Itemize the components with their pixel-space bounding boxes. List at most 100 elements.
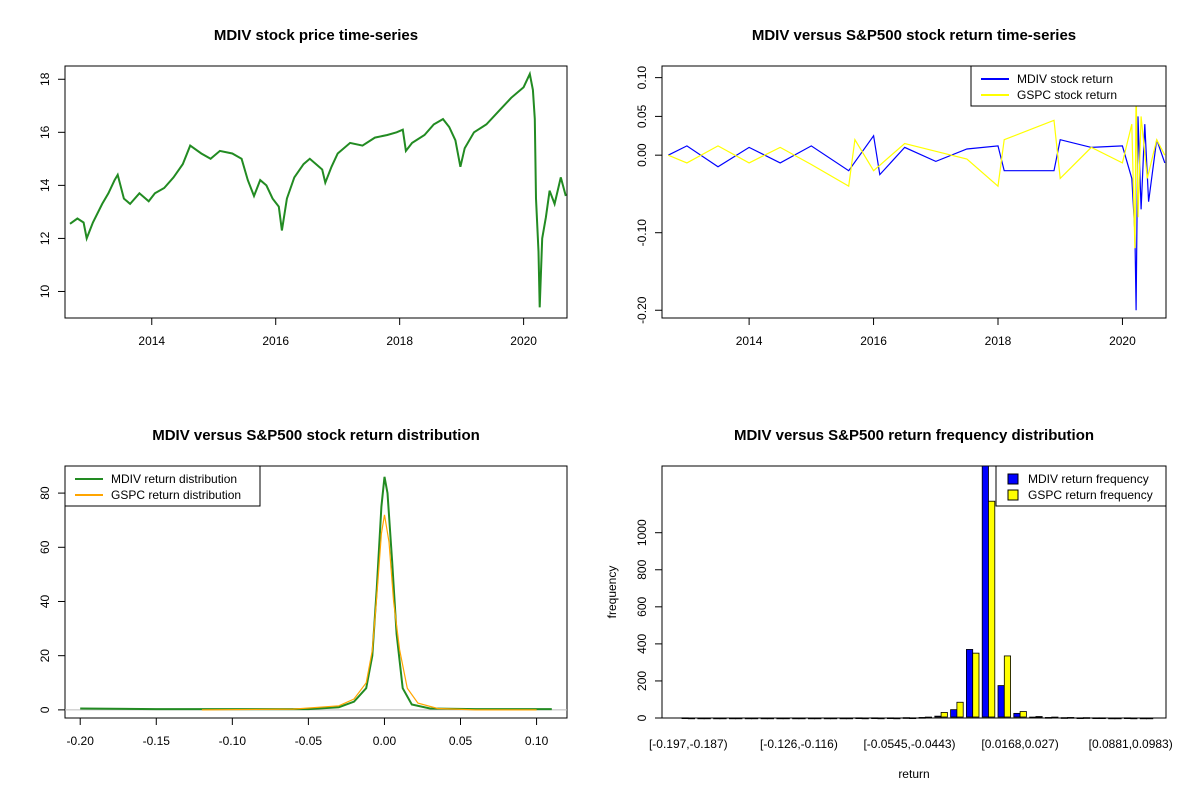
y-tick-label-freq: 0 <box>635 714 649 721</box>
bar-0-2 <box>713 717 721 720</box>
legend-label-returns: GSPC stock return <box>1017 88 1117 102</box>
x-tick-label-density: 0.10 <box>525 734 549 748</box>
series-line-density-1 <box>201 514 537 711</box>
bar-0-23 <box>1045 717 1053 719</box>
bar-1-8 <box>814 717 822 720</box>
y-tick-label-returns: -0.20 <box>635 296 649 324</box>
bar-1-11 <box>861 717 869 720</box>
bar-0-5 <box>760 717 768 720</box>
bar-0-3 <box>729 717 737 720</box>
bar-1-7 <box>798 717 806 720</box>
y-tick-label-density: 80 <box>38 486 52 500</box>
y-tick-label-density: 0 <box>38 706 52 713</box>
legend-box-density <box>64 465 261 507</box>
x-tick-label-price: 2018 <box>386 334 413 348</box>
bar-1-5 <box>766 717 774 720</box>
series-line-density-0 <box>80 476 552 711</box>
legend-box-freq <box>995 465 1167 507</box>
series-line-returns-1 <box>667 85 1166 249</box>
x-tick-label-freq: [0.0881,0.0983) <box>1089 737 1173 751</box>
x-tick-label-density: -0.05 <box>295 734 323 748</box>
bar-1-21 <box>1019 711 1027 718</box>
bar-0-8 <box>808 717 816 720</box>
y-tick-label-price: 12 <box>38 231 52 245</box>
plot-frame-price <box>64 65 568 319</box>
x-tick-label-freq: [-0.126,-0.116) <box>760 737 838 751</box>
bar-1-1 <box>703 717 711 720</box>
bar-0-27 <box>1108 717 1116 720</box>
bar-0-26 <box>1092 717 1100 720</box>
bar-1-22 <box>1035 716 1043 718</box>
bar-1-18 <box>972 652 980 718</box>
x-tick-label-freq: [-0.0545,-0.0443) <box>863 737 955 751</box>
x-tick-label-density: 0.00 <box>373 734 397 748</box>
y-tick-label-price: 18 <box>38 72 52 86</box>
x-tick-label-returns: 2016 <box>860 334 887 348</box>
x-tick-label-density: -0.15 <box>143 734 171 748</box>
bar-1-29 <box>1146 717 1154 720</box>
legend-swatch-freq <box>1007 489 1019 501</box>
x-tick-label-price: 2020 <box>510 334 537 348</box>
x-tick-label-returns: 2014 <box>736 334 763 348</box>
chart-title-density: MDIV versus S&P500 stock return distribu… <box>152 427 480 444</box>
bar-1-19 <box>988 500 996 718</box>
series-line-returns-0 <box>667 116 1166 311</box>
bar-1-16 <box>940 712 948 718</box>
bar-0-28 <box>1124 717 1132 720</box>
bar-0-4 <box>744 717 752 720</box>
bar-1-4 <box>751 717 759 720</box>
bar-1-20 <box>1003 655 1011 718</box>
bar-1-24 <box>1067 717 1075 719</box>
bar-1-3 <box>735 717 743 720</box>
bar-0-0 <box>681 717 689 720</box>
x-tick-label-freq: [-0.197,-0.187) <box>649 737 728 751</box>
legend-label-freq: GSPC return frequency <box>1028 488 1153 502</box>
y-axis-label-freq: frequency <box>605 566 619 619</box>
x-tick-label-price: 2014 <box>138 334 165 348</box>
bar-0-24 <box>1060 717 1068 719</box>
y-tick-label-returns: 0.00 <box>635 143 649 167</box>
y-tick-label-price: 16 <box>38 125 52 139</box>
bar-1-13 <box>893 717 901 720</box>
bar-0-25 <box>1076 717 1084 720</box>
y-tick-label-density: 40 <box>38 594 52 608</box>
y-tick-label-density: 60 <box>38 540 52 554</box>
y-tick-label-freq: 800 <box>635 559 649 579</box>
bar-1-28 <box>1130 717 1138 720</box>
bar-1-26 <box>1098 717 1106 720</box>
x-tick-label-density: -0.10 <box>219 734 247 748</box>
bar-0-19 <box>981 465 989 718</box>
legend-label-density: MDIV return distribution <box>111 472 237 486</box>
bar-1-27 <box>1114 717 1122 720</box>
bar-1-10 <box>845 717 853 720</box>
bar-0-12 <box>871 717 879 720</box>
bar-0-20 <box>997 685 1005 718</box>
legend-label-freq: MDIV return frequency <box>1028 472 1149 486</box>
legend-box-returns <box>970 65 1167 107</box>
bar-0-7 <box>792 717 800 720</box>
x-tick-label-density: 0.05 <box>449 734 473 748</box>
legend-label-returns: MDIV stock return <box>1017 72 1113 86</box>
chart-title-freq: MDIV versus S&P500 return frequency dist… <box>734 427 1094 444</box>
bar-1-15 <box>924 716 932 719</box>
x-tick-label-price: 2016 <box>262 334 289 348</box>
bar-1-6 <box>782 717 790 720</box>
bar-0-18 <box>966 649 974 718</box>
bar-0-10 <box>839 717 847 720</box>
bar-1-12 <box>877 717 885 720</box>
bar-0-11 <box>855 717 863 720</box>
y-tick-label-returns: 0.05 <box>635 104 649 128</box>
y-tick-label-density: 20 <box>38 649 52 663</box>
y-tick-label-freq: 1000 <box>635 519 649 546</box>
y-tick-label-price: 10 <box>38 284 52 298</box>
bar-1-2 <box>719 717 727 720</box>
x-tick-label-density: -0.20 <box>67 734 95 748</box>
bar-1-14 <box>909 717 917 720</box>
bar-0-22 <box>1029 716 1037 719</box>
bar-0-1 <box>697 717 705 720</box>
bar-0-16 <box>934 715 942 718</box>
bar-0-6 <box>776 717 784 720</box>
y-tick-label-freq: 600 <box>635 596 649 616</box>
chart-title-price: MDIV stock price time-series <box>214 27 418 44</box>
